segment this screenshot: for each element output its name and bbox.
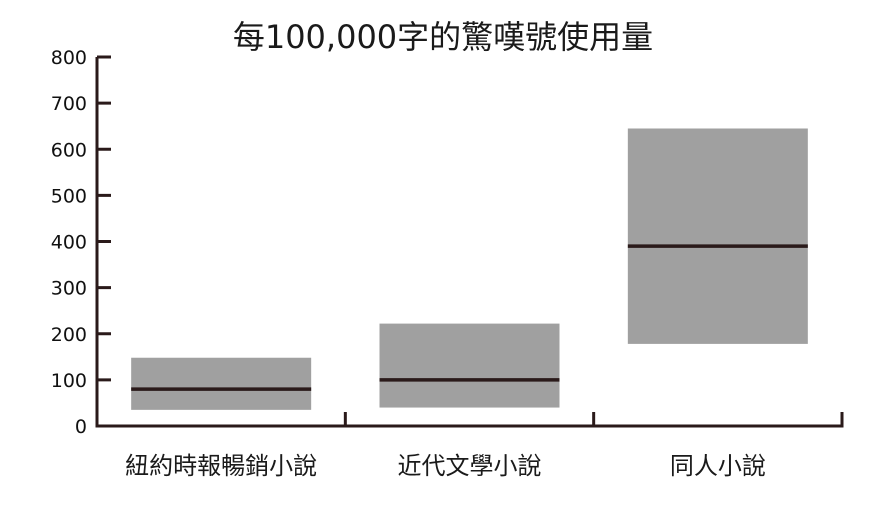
y-tick-label: 700: [51, 93, 87, 115]
y-tick-label: 500: [51, 185, 87, 207]
y-tick-label: 400: [51, 232, 87, 254]
range-box: [131, 357, 312, 410]
y-tick-label: 0: [75, 416, 87, 438]
x-category-label: 同人小說: [670, 452, 766, 480]
y-tick-label: 300: [51, 278, 87, 300]
plot-area: 0 100 200 300 400 500 600 700 800 紐約時報暢銷小說 近代文學小說 同…: [51, 47, 844, 480]
x-category-label: 近代文學小說: [398, 452, 542, 480]
range-box: [627, 128, 808, 344]
x-category-label: 紐約時報暢銷小說: [125, 452, 317, 480]
y-tick-label: 800: [51, 47, 87, 69]
range-box: [379, 323, 560, 408]
y-tick-label: 200: [51, 324, 87, 346]
y-tick-label: 600: [51, 139, 87, 161]
y-tick-label: 100: [51, 370, 87, 392]
chart-title: 每100,000字的驚嘆號使用量: [233, 18, 653, 56]
